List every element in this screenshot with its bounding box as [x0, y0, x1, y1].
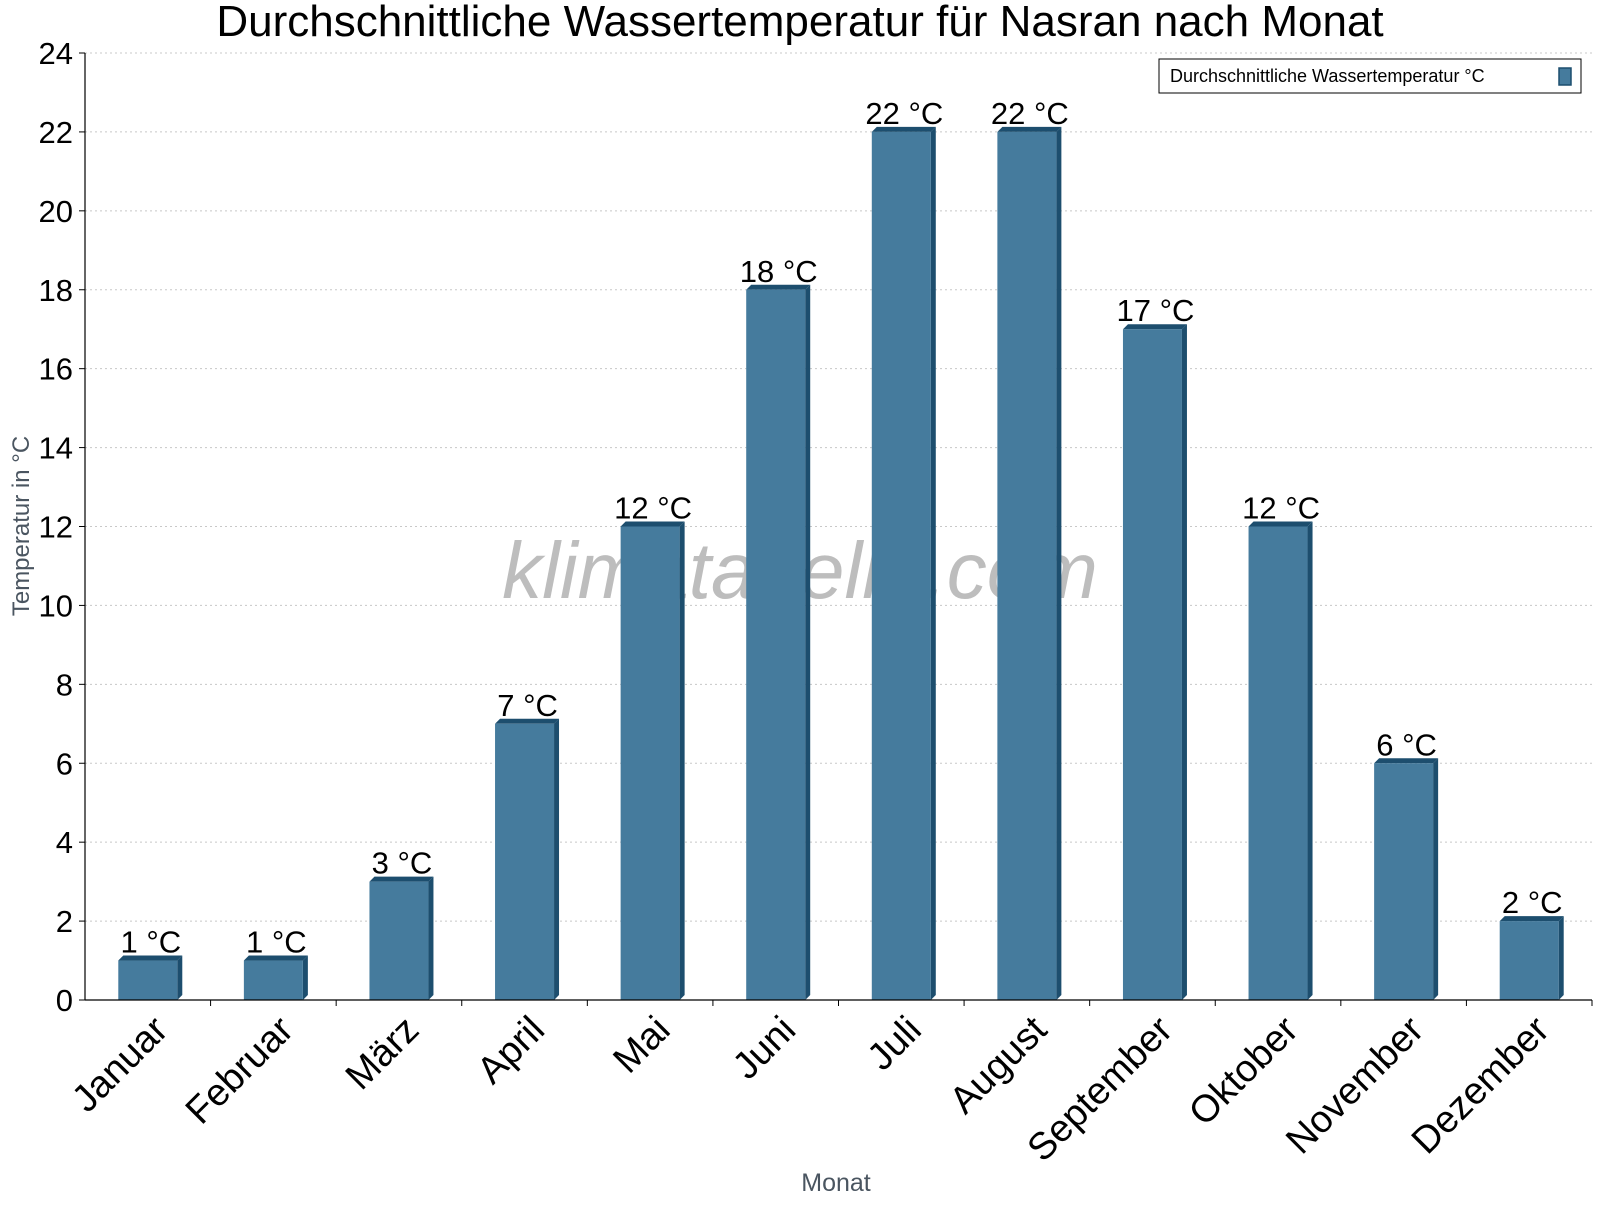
- bar-side: [554, 718, 560, 1000]
- bar-front: [1374, 763, 1434, 1000]
- bar-side: [930, 126, 936, 1000]
- bar-front: [369, 881, 429, 1000]
- bars: [118, 126, 1564, 1000]
- bar: [495, 718, 560, 1000]
- x-tick-labels: Januar Februar März April Mai Juni Juli AugustS…: [64, 1008, 1558, 1169]
- bar-front: [620, 526, 680, 1000]
- bar-side: [1181, 324, 1187, 1000]
- bar-top: [620, 521, 685, 527]
- x-tick-label: Mai: [605, 1009, 678, 1082]
- y-axis-title: Temperatur in °C: [8, 436, 35, 616]
- x-tick-label: Februar: [178, 1008, 302, 1132]
- bar-top: [243, 955, 308, 961]
- x-tick-label: Januar: [64, 1008, 176, 1120]
- bar-front: [871, 131, 931, 1000]
- legend-box: [1158, 58, 1582, 94]
- data-label: 1 °C: [246, 925, 307, 960]
- data-label: 1 °C: [120, 925, 181, 960]
- x-tick-label: Oktober: [1181, 1008, 1307, 1134]
- bar: [746, 284, 811, 1000]
- y-tick-label: 10: [39, 588, 73, 623]
- bar-top: [1499, 916, 1564, 922]
- bar: [118, 955, 183, 1000]
- bar-front: [495, 723, 555, 1000]
- bar-top: [1122, 324, 1187, 330]
- x-tick-label: August: [942, 1008, 1056, 1122]
- y-tick-label: 4: [56, 825, 73, 860]
- y-tick-label: 20: [39, 194, 73, 229]
- bar: [1374, 758, 1439, 1000]
- x-tick-label: November: [1278, 1008, 1432, 1162]
- bar-side: [428, 876, 434, 1000]
- y-tick-label: 22: [39, 115, 73, 150]
- bar-front: [243, 960, 303, 1000]
- legend-label: Durchschnittliche Wassertemperatur °C: [1170, 66, 1485, 86]
- bar: [871, 126, 936, 1000]
- bar-front: [1248, 526, 1308, 1000]
- bar-side: [1558, 916, 1564, 1000]
- y-tick-label: 24: [39, 36, 73, 71]
- y-tick-label: 2: [56, 904, 73, 939]
- data-label: 12 °C: [1242, 491, 1320, 526]
- x-tick-label: Juli: [860, 1009, 930, 1079]
- bar: [1248, 521, 1313, 1000]
- y-tick-label: 0: [56, 983, 73, 1018]
- bar: [997, 126, 1062, 1000]
- bar: [1499, 916, 1564, 1000]
- bar: [1122, 324, 1187, 1000]
- bar-side: [1307, 521, 1313, 1000]
- data-labels: 1 °C 1 °C 3 °C 7 °C 12 °C 18 °C 22 °C 22 °C 17 °…: [120, 96, 1562, 960]
- bar-front: [1499, 921, 1559, 1000]
- bar-top: [1248, 521, 1313, 527]
- data-label: 7 °C: [497, 688, 558, 723]
- legend: Durchschnittliche Wassertemperatur °C: [1158, 58, 1582, 94]
- y-tick-label: 6: [56, 746, 73, 781]
- bar-side: [805, 284, 811, 1000]
- data-label: 12 °C: [614, 491, 692, 526]
- data-label: 2 °C: [1502, 885, 1563, 920]
- bar-side: [679, 521, 685, 1000]
- y-tick-label: 12: [39, 510, 73, 545]
- data-label: 6 °C: [1376, 727, 1437, 762]
- bar-top: [871, 126, 936, 132]
- gridlines: [85, 52, 1592, 922]
- x-tick-label: April: [469, 1009, 552, 1092]
- bar-top: [746, 284, 811, 290]
- chart-title: Durchschnittliche Wassertemperatur für N…: [216, 0, 1383, 46]
- bar-front: [118, 960, 178, 1000]
- bar: [369, 876, 434, 1000]
- x-tick-label: März: [338, 1009, 427, 1098]
- data-label: 22 °C: [991, 96, 1069, 131]
- bar-top: [1374, 758, 1439, 764]
- data-label: 18 °C: [740, 254, 818, 289]
- bar-front: [1122, 329, 1182, 1000]
- bar-top: [495, 718, 560, 724]
- data-label: 17 °C: [1117, 293, 1195, 328]
- bar-front: [997, 131, 1057, 1000]
- bar-side: [1433, 758, 1439, 1000]
- axes: [79, 52, 1593, 1006]
- bar-top: [118, 955, 183, 961]
- y-tick-label: 18: [39, 273, 73, 308]
- bar-top: [369, 876, 434, 882]
- x-tick-label: Dezember: [1404, 1008, 1558, 1162]
- bar: [620, 521, 685, 1000]
- x-tick-label: Juni: [725, 1009, 804, 1088]
- bar-top: [997, 126, 1062, 132]
- bar-front: [746, 289, 806, 1000]
- y-tick-label: 16: [39, 352, 73, 387]
- y-tick-label: 8: [56, 667, 73, 702]
- data-label: 22 °C: [865, 96, 943, 131]
- bar-side: [177, 955, 183, 1000]
- bar: [243, 955, 308, 1000]
- x-axis-title: Monat: [801, 1169, 871, 1197]
- bar-side: [1056, 126, 1062, 1000]
- y-tick-label: 14: [39, 431, 73, 466]
- data-label: 3 °C: [372, 846, 433, 881]
- legend-swatch: [1558, 67, 1572, 86]
- bar-side: [302, 955, 308, 1000]
